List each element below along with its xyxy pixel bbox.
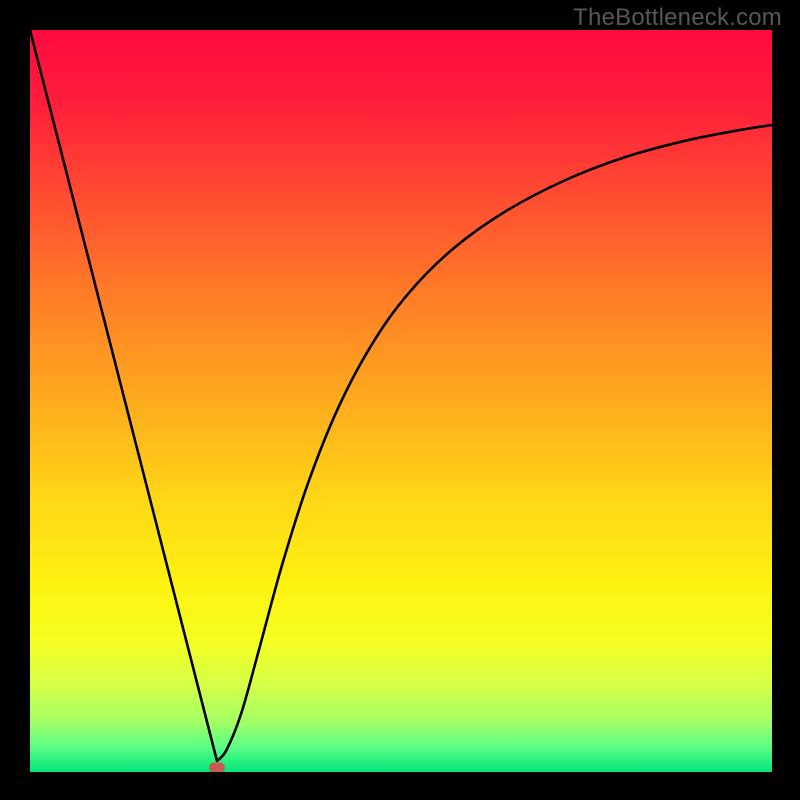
- chart-frame: TheBottleneck.com: [0, 0, 800, 800]
- plot-area: [29, 29, 773, 773]
- minimum-marker: [209, 763, 225, 772]
- gradient-background: [30, 30, 772, 772]
- watermark-text: TheBottleneck.com: [573, 4, 782, 32]
- bottleneck-curve-chart: [30, 30, 772, 772]
